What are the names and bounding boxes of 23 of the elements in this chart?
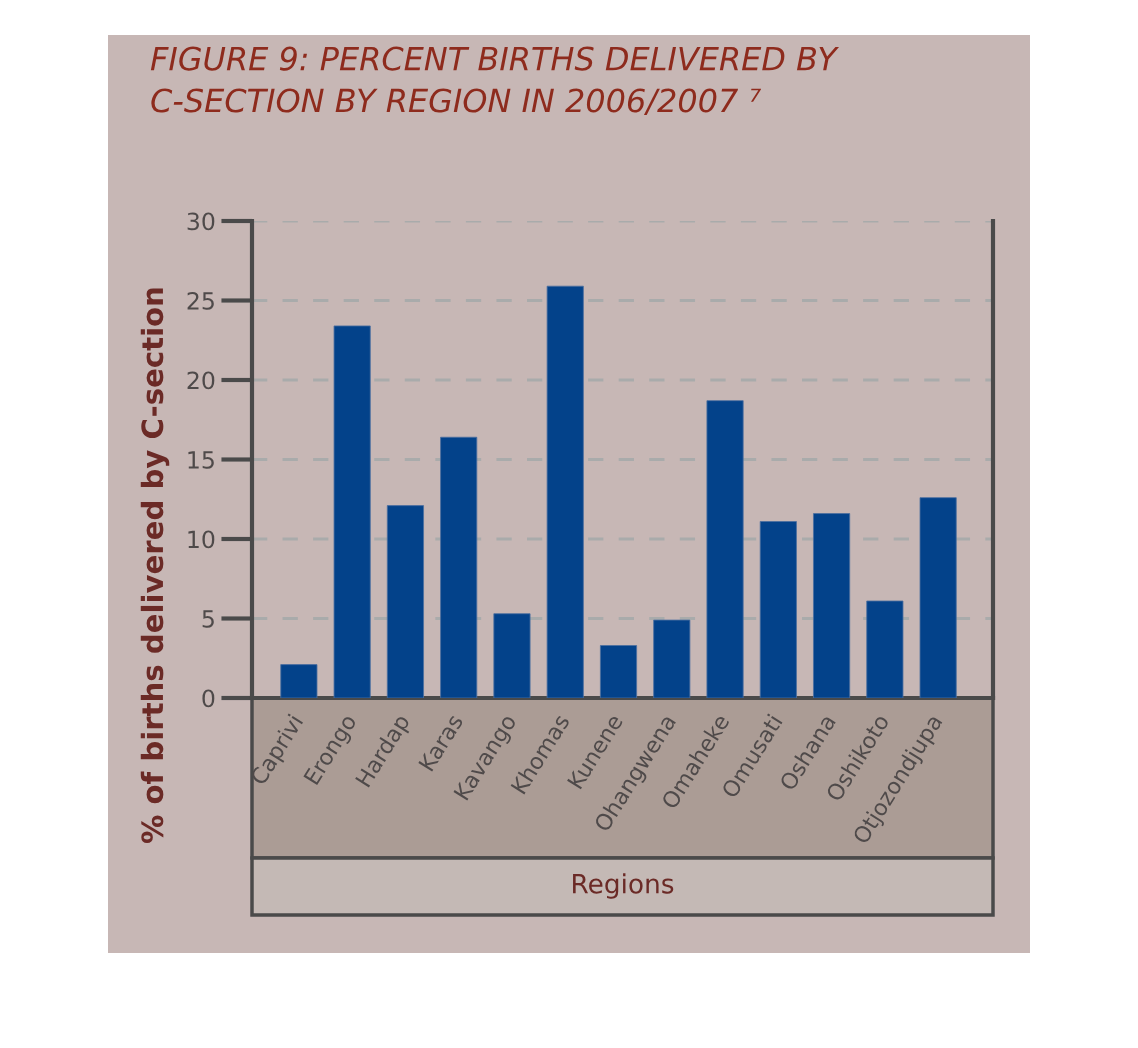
bar	[599, 645, 638, 698]
y-tick-label: 5	[202, 610, 214, 628]
bar	[653, 619, 691, 698]
bar	[280, 664, 318, 698]
y-tick-label: 25	[187, 291, 214, 310]
bar	[440, 436, 478, 698]
bar	[386, 505, 424, 698]
bar	[333, 325, 371, 698]
bar	[493, 613, 531, 698]
x-axis-title: Regions	[573, 873, 674, 899]
bar	[813, 513, 851, 698]
bar	[866, 600, 904, 698]
y-axis-title: % of births delivered by C-section	[140, 288, 170, 843]
chart-title: FIGURE 9: PERCENT BIRTHS DELIVERED BY C-SECTION BY REGION IN 2006/2007 ⁷	[150, 46, 840, 116]
bar	[546, 285, 584, 698]
bar	[759, 521, 797, 698]
y-tick-label: 0	[202, 689, 215, 708]
bar	[919, 497, 957, 698]
y-tick-label: 30	[187, 212, 215, 231]
bar	[706, 400, 744, 698]
y-tick-label: 15	[188, 451, 214, 469]
y-tick-label: 20	[187, 371, 215, 390]
y-tick-label: 10	[188, 530, 215, 549]
